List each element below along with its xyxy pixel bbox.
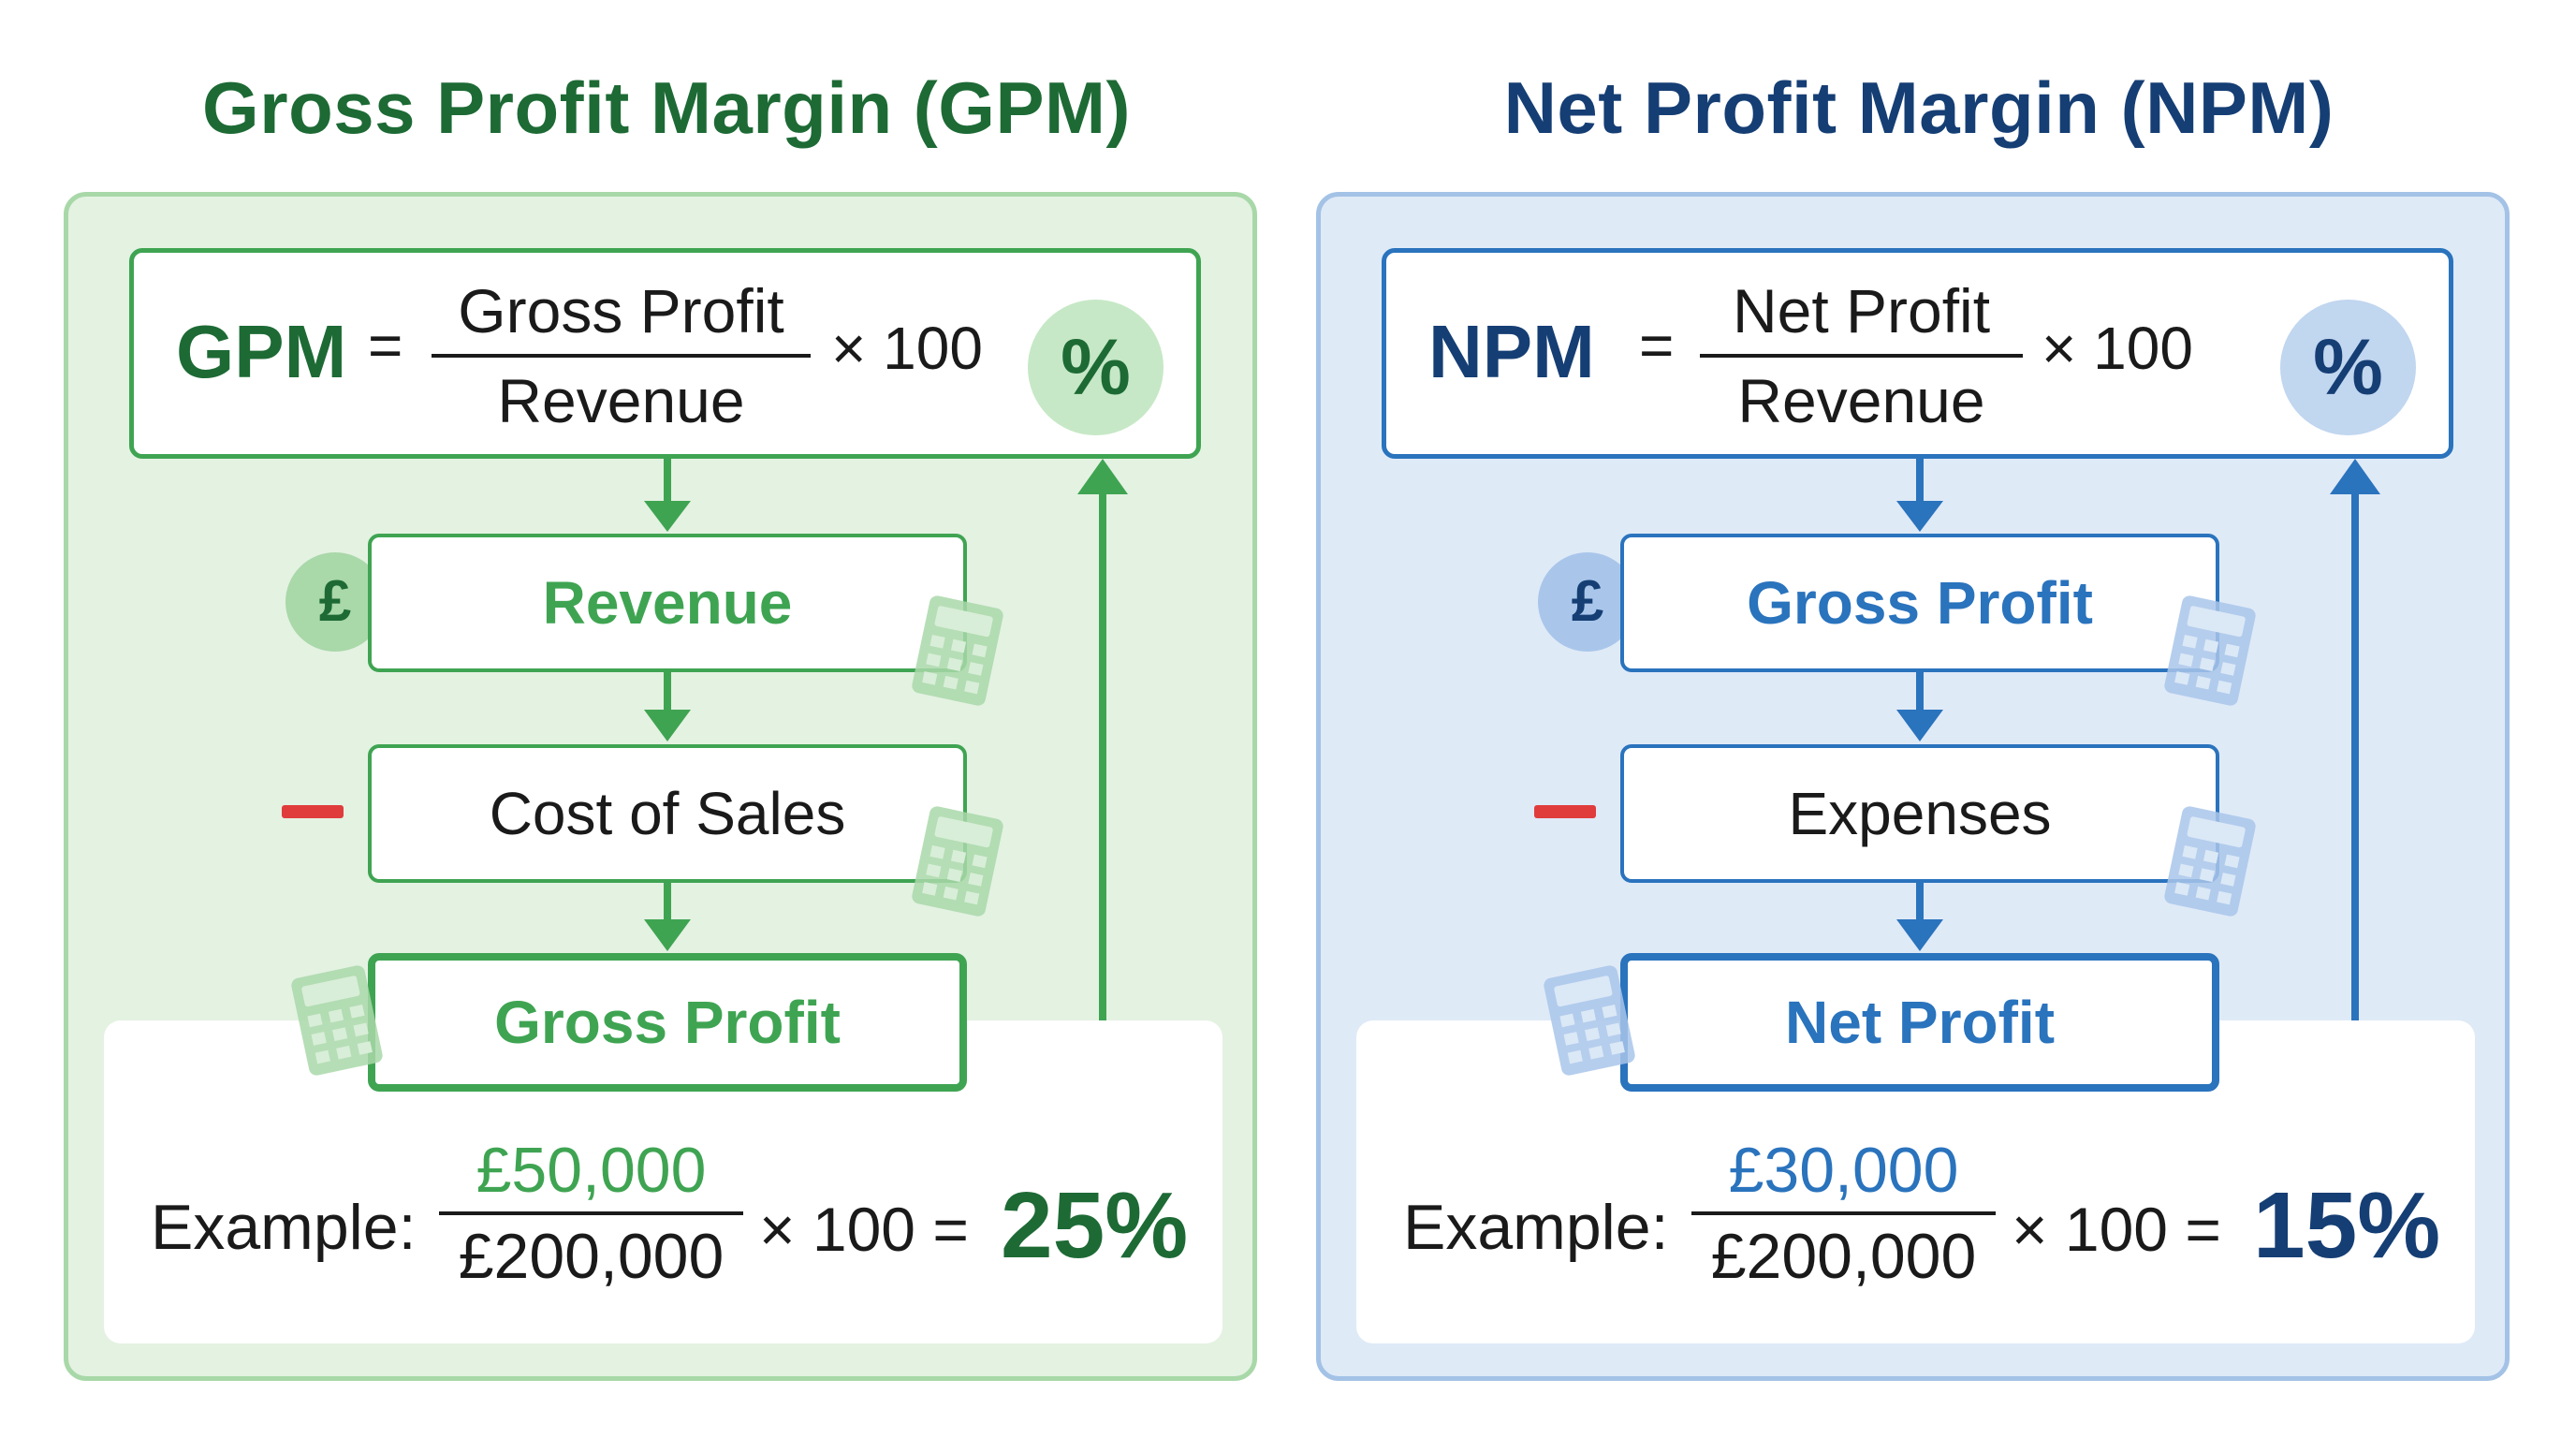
gpm-example-result: 25%: [1001, 1173, 1189, 1278]
fraction-bar: [432, 354, 811, 358]
npm-formula-equals: =: [1639, 312, 1675, 379]
npm-step-net-profit: Net Profit: [1620, 953, 2219, 1092]
gpm-panel: GPM = Gross Profit Revenue × 100 % £: [64, 192, 1257, 1381]
percent-icon: %: [2280, 300, 2416, 435]
gpm-example-denominator: £200,000: [458, 1221, 724, 1292]
gpm-example-label: Example:: [151, 1192, 417, 1263]
gpm-formula-equals: =: [368, 312, 403, 379]
npm-formula-denominator: Revenue: [1737, 366, 1985, 435]
arrow-return-head: [2330, 459, 2380, 494]
gpm-formula-denominator: Revenue: [497, 366, 745, 435]
arrow-head-3: [1896, 919, 1943, 951]
arrow-head-3: [644, 919, 691, 951]
gpm-formula-multiplier: × 100: [831, 315, 983, 382]
npm-formula-multiplier: × 100: [2042, 315, 2193, 382]
arrow-head-2: [644, 710, 691, 741]
gpm-step-revenue: Revenue: [368, 534, 967, 672]
npm-step-expenses: Expenses: [1620, 744, 2219, 883]
npm-formula-box: NPM = Net Profit Revenue × 100 %: [1382, 248, 2453, 459]
calculator-icon: [2164, 595, 2256, 706]
npm-formula-numerator: Net Profit: [1732, 276, 1991, 345]
npm-title: Net Profit Margin (NPM): [1503, 66, 2334, 149]
calculator-icon: [2164, 806, 2256, 917]
npm-panel: NPM = Net Profit Revenue × 100 % £: [1316, 192, 2510, 1381]
gpm-step-cost-of-sales: Cost of Sales: [368, 744, 967, 883]
npm-example-multiplier: × 100 =: [2012, 1195, 2221, 1264]
minus-icon: [1534, 805, 1596, 818]
gpm-formula-numerator: Gross Profit: [458, 276, 784, 345]
minus-icon: [282, 805, 344, 818]
gpm-example-fraction: £50,000 £200,000: [439, 1133, 743, 1294]
fraction-bar: [439, 1211, 743, 1215]
gpm-formula-box: GPM = Gross Profit Revenue × 100 %: [129, 248, 1201, 459]
percent-icon: %: [1028, 300, 1164, 435]
npm-example-result: 15%: [2253, 1173, 2441, 1278]
gpm-step-gross-profit: Gross Profit: [368, 953, 967, 1092]
calculator-icon: [291, 965, 383, 1076]
arrow-head-1: [1896, 501, 1943, 532]
gpm-title: Gross Profit Margin (GPM): [202, 66, 1131, 149]
arrow-return-head: [1077, 459, 1128, 494]
npm-formula-lhs: NPM: [1428, 310, 1595, 393]
calculator-icon: [1544, 965, 1635, 1076]
gpm-example-multiplier: × 100 =: [759, 1195, 969, 1264]
gpm-formula-fraction: Gross Profit Revenue: [432, 273, 811, 438]
calculator-icon: [912, 806, 1003, 917]
gpm-example-numerator: £50,000: [476, 1135, 707, 1206]
npm-example-numerator: £30,000: [1728, 1135, 1959, 1206]
npm-example-fraction: £30,000 £200,000: [1691, 1133, 1996, 1294]
gpm-formula-lhs: GPM: [176, 310, 347, 393]
npm-formula-fraction: Net Profit Revenue: [1700, 273, 2023, 438]
arrow-head-2: [1896, 710, 1943, 741]
arrow-return: [967, 489, 1106, 1029]
npm-step-gross-profit: Gross Profit: [1620, 534, 2219, 672]
calculator-icon: [912, 595, 1003, 706]
arrow-head-1: [644, 501, 691, 532]
fraction-bar: [1700, 354, 2023, 358]
arrow-return: [2219, 489, 2359, 1029]
npm-example-label: Example:: [1403, 1192, 1669, 1263]
npm-example-denominator: £200,000: [1710, 1221, 1977, 1292]
fraction-bar: [1691, 1211, 1996, 1215]
